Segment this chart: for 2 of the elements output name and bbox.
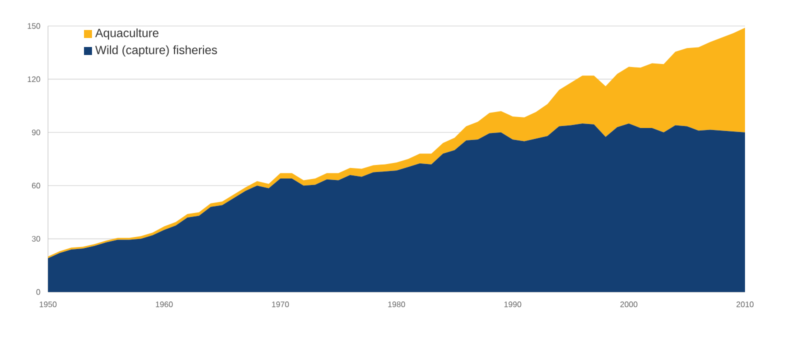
legend-label: Wild (capture) fisheries bbox=[95, 45, 217, 57]
legend-label: Aquaculture bbox=[95, 28, 158, 40]
